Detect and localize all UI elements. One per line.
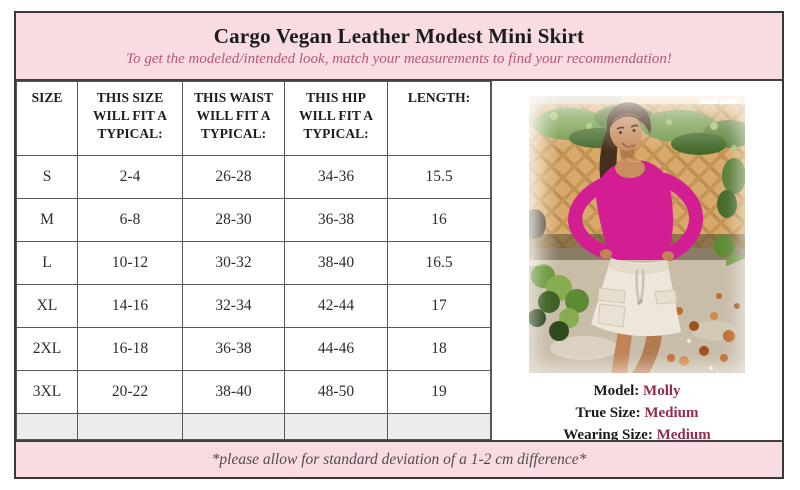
cell-size: XL bbox=[16, 284, 78, 328]
cell-size: L bbox=[16, 241, 78, 285]
cell-size: M bbox=[16, 198, 78, 242]
model-photo bbox=[524, 96, 755, 373]
header-row: SIZE THIS SIZE WILL FIT A TYPICAL: THIS … bbox=[16, 81, 491, 156]
true-size-line: True Size: Medium bbox=[563, 403, 711, 425]
cell-fit: 20-22 bbox=[77, 370, 183, 414]
cell-hip: 48-50 bbox=[284, 370, 388, 414]
wearing-size-line: Wearing Size: Medium bbox=[563, 425, 711, 447]
empty-cell bbox=[77, 413, 183, 440]
model-info: Model: Molly True Size: Medium Wearing S… bbox=[563, 381, 711, 446]
table-row: XL 14-16 32-34 42-44 17 bbox=[16, 284, 491, 328]
empty-cell bbox=[387, 413, 491, 440]
cell-waist: 36-38 bbox=[182, 327, 285, 371]
column-header-fit: THIS SIZE WILL FIT A TYPICAL: bbox=[77, 81, 183, 156]
column-header-waist: THIS WAIST WILL FIT A TYPICAL: bbox=[182, 81, 285, 156]
empty-row bbox=[16, 413, 491, 440]
table-row: S 2-4 26-28 34-36 15.5 bbox=[16, 155, 491, 199]
cell-fit: 14-16 bbox=[77, 284, 183, 328]
empty-cell bbox=[182, 413, 285, 440]
cell-length: 16.5 bbox=[387, 241, 491, 285]
size-chart-card: Cargo Vegan Leather Modest Mini Skirt To… bbox=[14, 11, 784, 479]
cell-waist: 32-34 bbox=[182, 284, 285, 328]
table-row: 2XL 16-18 36-38 44-46 18 bbox=[16, 327, 491, 371]
model-panel: Model: Molly True Size: Medium Wearing S… bbox=[491, 81, 782, 443]
table-row: 3XL 20-22 38-40 48-50 19 bbox=[16, 370, 491, 414]
cell-waist: 28-30 bbox=[182, 198, 285, 242]
table-row: M 6-8 28-30 36-38 16 bbox=[16, 198, 491, 242]
cell-waist: 38-40 bbox=[182, 370, 285, 414]
cell-fit: 2-4 bbox=[77, 155, 183, 199]
model-name-line: Model: Molly bbox=[563, 381, 711, 403]
cell-length: 17 bbox=[387, 284, 491, 328]
empty-cell bbox=[16, 413, 78, 440]
true-size-label: True Size: bbox=[575, 404, 641, 421]
header-banner: Cargo Vegan Leather Modest Mini Skirt To… bbox=[16, 13, 782, 81]
cell-length: 18 bbox=[387, 327, 491, 371]
cell-hip: 38-40 bbox=[284, 241, 388, 285]
wearing-size-value: Medium bbox=[656, 426, 711, 443]
footer-note-bar: *please allow for standard deviation of … bbox=[16, 440, 782, 477]
column-header-length: LENGTH: bbox=[387, 81, 491, 156]
cell-length: 19 bbox=[387, 370, 491, 414]
model-value: Molly bbox=[643, 383, 681, 399]
model-label: Model: bbox=[593, 383, 640, 399]
cell-size: 2XL bbox=[16, 327, 78, 371]
cell-hip: 34-36 bbox=[284, 155, 388, 199]
cell-fit: 6-8 bbox=[77, 198, 183, 242]
size-chart-table: SIZE THIS SIZE WILL FIT A TYPICAL: THIS … bbox=[16, 81, 491, 440]
cell-length: 15.5 bbox=[387, 155, 491, 199]
cell-fit: 16-18 bbox=[77, 327, 183, 371]
cell-size: S bbox=[16, 155, 78, 199]
table-row: L 10-12 30-32 38-40 16.5 bbox=[16, 241, 491, 285]
true-size-value: Medium bbox=[644, 404, 699, 421]
product-title: Cargo Vegan Leather Modest Mini Skirt bbox=[213, 24, 585, 48]
column-header-hip: THIS HIP WILL FIT A TYPICAL: bbox=[284, 81, 388, 156]
header-subtitle: To get the modeled/intended look, match … bbox=[126, 51, 672, 67]
wearing-size-label: Wearing Size: bbox=[563, 426, 653, 443]
empty-cell bbox=[284, 413, 388, 440]
cell-waist: 30-32 bbox=[182, 241, 285, 285]
cell-size: 3XL bbox=[16, 370, 78, 414]
cell-length: 16 bbox=[387, 198, 491, 242]
cell-hip: 42-44 bbox=[284, 284, 388, 328]
content-area: SIZE THIS SIZE WILL FIT A TYPICAL: THIS … bbox=[16, 81, 782, 443]
cell-waist: 26-28 bbox=[182, 155, 285, 199]
cell-hip: 44-46 bbox=[284, 327, 388, 371]
cell-fit: 10-12 bbox=[77, 241, 183, 285]
column-header-size: SIZE bbox=[16, 81, 78, 156]
cell-hip: 36-38 bbox=[284, 198, 388, 242]
deviation-note: *please allow for standard deviation of … bbox=[211, 450, 587, 468]
